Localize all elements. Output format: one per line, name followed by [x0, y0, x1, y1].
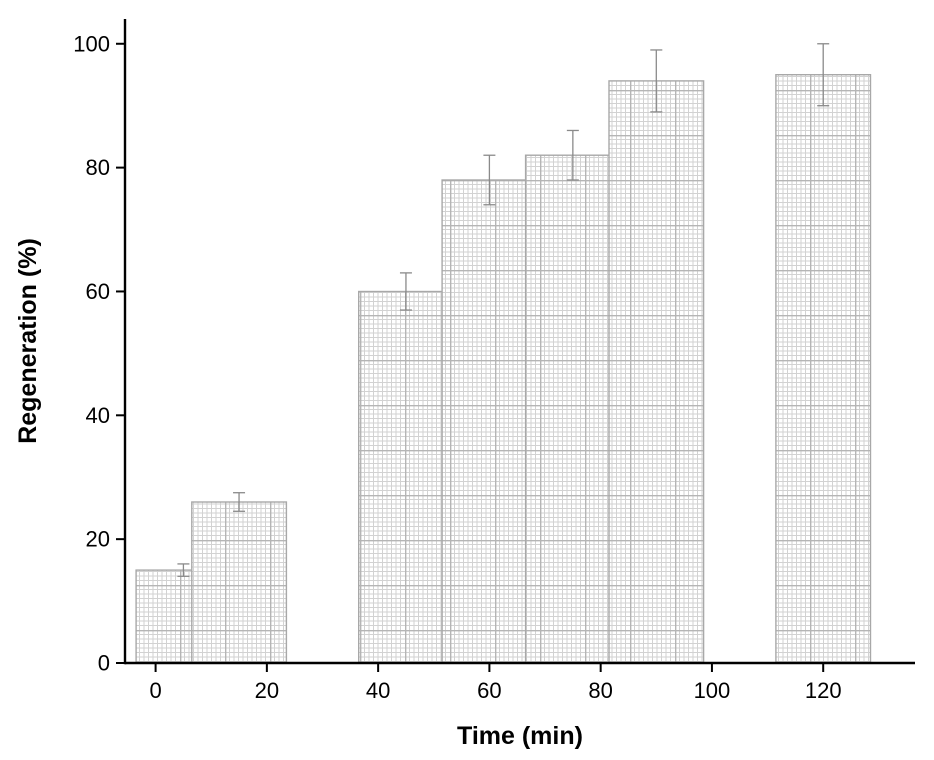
y-tick-label: 60 — [86, 279, 110, 304]
error-bar — [817, 43, 830, 107]
error-bar — [650, 49, 663, 113]
bar — [608, 80, 705, 664]
bar — [358, 290, 455, 664]
error-bar — [566, 129, 579, 181]
error-bar — [177, 563, 190, 577]
x-tick-label: 0 — [149, 678, 161, 703]
bar — [441, 179, 538, 664]
y-tick-label: 0 — [98, 651, 110, 676]
y-tick-label: 100 — [73, 31, 110, 56]
x-tick-label: 100 — [694, 678, 731, 703]
x-tick-label: 80 — [588, 678, 612, 703]
error-bar — [483, 154, 496, 206]
x-axis-title: Time (min) — [457, 722, 583, 750]
bar — [524, 154, 621, 664]
y-tick-label: 20 — [86, 527, 110, 552]
bar — [191, 501, 288, 664]
y-tick-label: 40 — [86, 403, 110, 428]
error-bar — [399, 272, 412, 311]
y-tick-label: 80 — [86, 155, 110, 180]
x-tick-label: 40 — [366, 678, 390, 703]
error-bar — [233, 492, 246, 512]
y-axis-title: Regeneration (%) — [14, 238, 42, 444]
x-tick-label: 120 — [805, 678, 842, 703]
x-tick-label: 60 — [477, 678, 501, 703]
x-tick-label: 20 — [255, 678, 279, 703]
bar — [775, 73, 872, 664]
